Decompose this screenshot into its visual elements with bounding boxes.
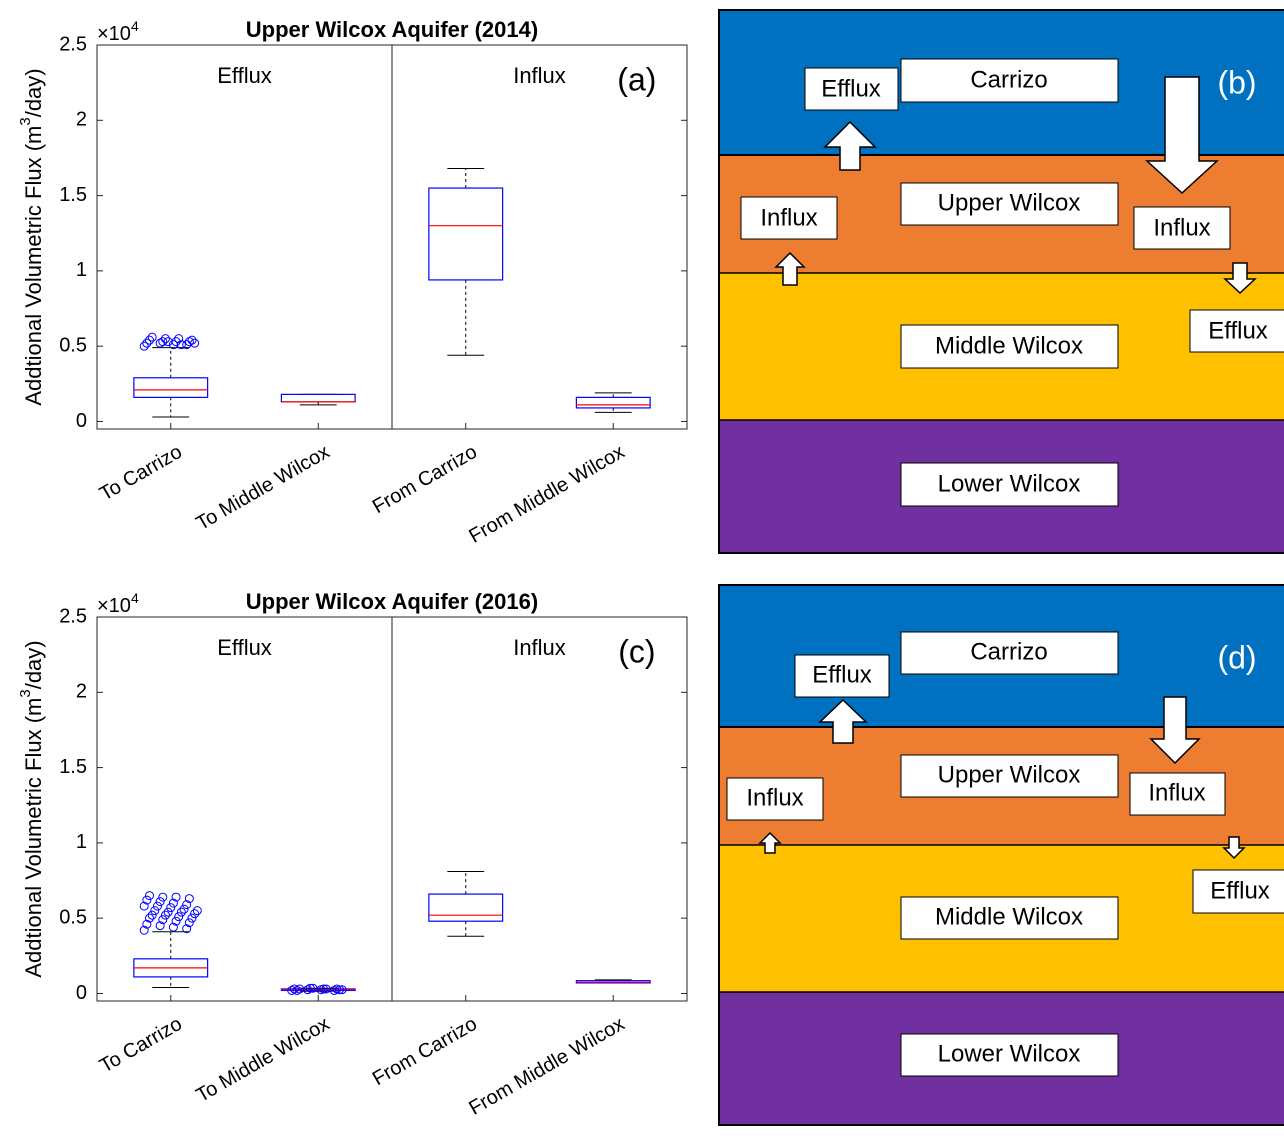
box (281, 394, 355, 402)
outlier (151, 907, 159, 915)
x-tick-label: From Middle Wilcox (465, 1013, 628, 1120)
y-multiplier-base: ×10 (97, 595, 131, 617)
x-tick-label: To Carrizo (96, 1013, 186, 1078)
panel-label: (b) (1217, 64, 1256, 100)
flux-label: Influx (1148, 779, 1205, 806)
layer-label: Upper Wilcox (938, 761, 1081, 788)
panel-label: (c) (618, 633, 655, 669)
y-tick-label: 1 (76, 259, 87, 281)
flux-label: Efflux (1208, 317, 1268, 344)
y-tick-label: 2 (76, 681, 87, 703)
layer-label: Upper Wilcox (938, 189, 1081, 216)
layer-label: Middle Wilcox (935, 903, 1083, 930)
flux-label: Efflux (1210, 877, 1270, 904)
y-multiplier-power: 4 (131, 18, 139, 34)
box (576, 397, 650, 408)
group-label: Efflux (217, 63, 272, 88)
diagram-d: Carrizo Upper Wilcox Middle Wilcox Lower… (719, 585, 1284, 1125)
y-axis-label-part: Addtional Volumetric Flux (m (21, 126, 46, 406)
group-label: Efflux (217, 635, 272, 660)
outlier (167, 904, 175, 912)
y-axis-label-part: Addtional Volumetric Flux (m (21, 698, 46, 978)
x-tick-label: To Carrizo (96, 441, 186, 506)
y-tick-label: 0 (76, 982, 87, 1004)
layer-label: Lower Wilcox (938, 470, 1081, 497)
y-axis-label: Addtional Volumetric Flux (m3/day) (17, 640, 46, 977)
figure: Carrizo Upper Wilcox Middle Wilcox Lower… (0, 0, 1284, 1143)
y-axis-label-part: /day) (21, 68, 46, 117)
y-tick-label: 2.5 (59, 33, 87, 55)
x-tick-label: To Middle Wilcox (192, 441, 333, 535)
y-multiplier: ×104 (97, 18, 139, 46)
y-tick-label: 0.5 (59, 906, 87, 928)
box (429, 188, 503, 280)
flux-label: Influx (746, 784, 803, 811)
outlier (146, 892, 154, 900)
box-chart: 0 0.5 1 1.5 2 2.5 Efflux Influx (a) Upper Wilcox … (17, 17, 687, 548)
y-axis-label-part: /day) (21, 640, 46, 689)
outlier (153, 902, 161, 910)
y-tick-label: 2 (76, 109, 87, 131)
outlier (159, 893, 167, 901)
layer-label: Lower Wilcox (938, 1040, 1081, 1067)
outlier (156, 898, 164, 906)
layer-label: Carrizo (970, 638, 1047, 665)
y-tick-label: 1.5 (59, 184, 87, 206)
box (429, 894, 503, 921)
chart-title: Upper Wilcox Aquifer (2016) (246, 589, 538, 614)
flux-label: Influx (760, 204, 817, 231)
chart-title: Upper Wilcox Aquifer (2014) (246, 17, 538, 42)
y-tick-label: 1.5 (59, 756, 87, 778)
y-tick-label: 0 (76, 410, 87, 432)
x-tick-label: From Carrizo (369, 1013, 481, 1090)
y-axis-label-sup: 3 (17, 689, 34, 697)
group-label: Influx (513, 63, 566, 88)
y-multiplier: ×104 (97, 590, 139, 618)
flux-label: Efflux (821, 75, 881, 102)
panel-label: (a) (617, 61, 656, 97)
y-multiplier-power: 4 (131, 590, 139, 606)
flux-label: Influx (1153, 214, 1210, 241)
y-axis-label-sup: 3 (17, 117, 34, 125)
y-axis-label: Addtional Volumetric Flux (m3/day) (17, 68, 46, 405)
x-tick-label: From Middle Wilcox (465, 441, 628, 548)
panel-label: (d) (1217, 639, 1256, 675)
box (134, 378, 208, 398)
box-chart: 0 0.5 1 1.5 2 2.5 Efflux Influx (c) Upper Wilcox … (17, 589, 687, 1120)
group-label: Influx (513, 635, 566, 660)
outlier (175, 913, 183, 921)
y-multiplier-base: ×10 (97, 23, 131, 45)
flux-label: Efflux (812, 661, 872, 688)
outlier (188, 914, 196, 922)
y-tick-label: 2.5 (59, 605, 87, 627)
x-tick-label: To Middle Wilcox (192, 1013, 333, 1107)
layer-label: Carrizo (970, 66, 1047, 93)
layer-label: Middle Wilcox (935, 332, 1083, 359)
y-tick-label: 1 (76, 831, 87, 853)
y-tick-label: 0.5 (59, 334, 87, 356)
x-tick-label: From Carrizo (369, 441, 481, 518)
